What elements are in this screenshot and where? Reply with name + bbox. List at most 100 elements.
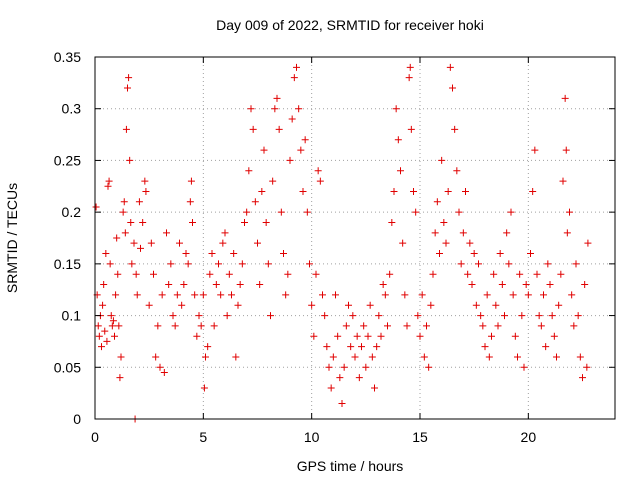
data-point (403, 322, 411, 330)
data-point (407, 125, 415, 133)
data-point (546, 281, 554, 289)
data-point (245, 167, 253, 175)
data-point (384, 322, 391, 330)
data-point (459, 229, 467, 237)
data-point (379, 281, 387, 289)
data-point (427, 301, 435, 309)
data-point (416, 332, 424, 340)
data-point (466, 239, 474, 247)
data-point (114, 270, 122, 278)
data-point (100, 281, 108, 289)
data-point (178, 301, 186, 309)
data-point (561, 94, 569, 102)
data-point (336, 374, 344, 382)
data-point (542, 343, 550, 351)
data-point (472, 301, 480, 309)
data-point (381, 291, 389, 299)
data-point (303, 208, 311, 216)
data-point (158, 291, 166, 299)
data-point (524, 291, 532, 299)
data-point (286, 156, 294, 164)
data-point (498, 281, 506, 289)
data-point (191, 291, 199, 299)
data-point (334, 332, 342, 340)
data-point (197, 322, 205, 330)
data-point (204, 343, 212, 351)
data-point (451, 125, 459, 133)
data-point (251, 198, 259, 206)
data-point (152, 353, 160, 361)
data-point (126, 156, 134, 164)
data-point (464, 270, 472, 278)
data-point (553, 353, 560, 361)
data-point (327, 384, 335, 392)
y-tick-label: 0.35 (54, 49, 81, 65)
data-point (555, 301, 563, 309)
data-point (364, 332, 372, 340)
data-point (537, 322, 545, 330)
data-point (135, 198, 143, 206)
data-point (95, 332, 103, 340)
data-point (433, 198, 441, 206)
data-point (388, 218, 396, 226)
data-point (284, 270, 292, 278)
data-point (262, 218, 270, 226)
data-point (130, 239, 138, 247)
data-point (436, 250, 443, 258)
data-point (496, 250, 504, 258)
data-point (479, 322, 487, 330)
data-point (533, 270, 541, 278)
x-tick-label: 10 (304, 429, 320, 445)
data-point (429, 270, 437, 278)
data-point (514, 353, 521, 361)
data-point (392, 105, 400, 113)
data-point (163, 229, 170, 237)
chart-title: Day 009 of 2022, SRMTID for receiver hok… (216, 17, 484, 33)
data-point (527, 250, 534, 258)
data-point (109, 317, 117, 325)
data-point (358, 343, 365, 351)
data-point (470, 250, 478, 258)
data-point (217, 291, 225, 299)
data-point (442, 239, 450, 247)
data-point (299, 187, 307, 195)
plot-frame (94, 56, 616, 420)
data-point (483, 291, 491, 299)
data-point (247, 105, 255, 113)
data-point (516, 270, 524, 278)
data-point (202, 353, 209, 361)
data-point (122, 125, 130, 133)
data-point (394, 136, 402, 144)
data-point (332, 291, 339, 299)
data-point (210, 322, 218, 330)
data-point (107, 312, 115, 320)
data-point (570, 322, 578, 330)
data-point (215, 260, 222, 268)
data-point (104, 182, 112, 190)
data-point (390, 187, 398, 195)
data-point (238, 260, 246, 268)
data-point (566, 208, 573, 216)
data-point (531, 146, 539, 154)
data-point (397, 167, 404, 175)
data-point (581, 281, 589, 289)
data-point (150, 270, 157, 278)
data-point (254, 239, 261, 247)
data-point (212, 281, 220, 289)
data-point (141, 177, 149, 185)
data-point (438, 156, 446, 164)
data-point (576, 353, 584, 361)
data-point (453, 167, 461, 175)
data-point (208, 250, 216, 258)
y-tick-label: 0.2 (62, 204, 82, 220)
data-point (176, 239, 183, 247)
data-point (219, 239, 227, 247)
data-point (446, 63, 454, 71)
data-point (477, 312, 485, 320)
data-point (275, 125, 283, 133)
data-point (329, 353, 337, 361)
data-point (511, 332, 519, 340)
data-point (293, 63, 300, 71)
data-point (323, 343, 331, 351)
data-point (105, 177, 113, 185)
